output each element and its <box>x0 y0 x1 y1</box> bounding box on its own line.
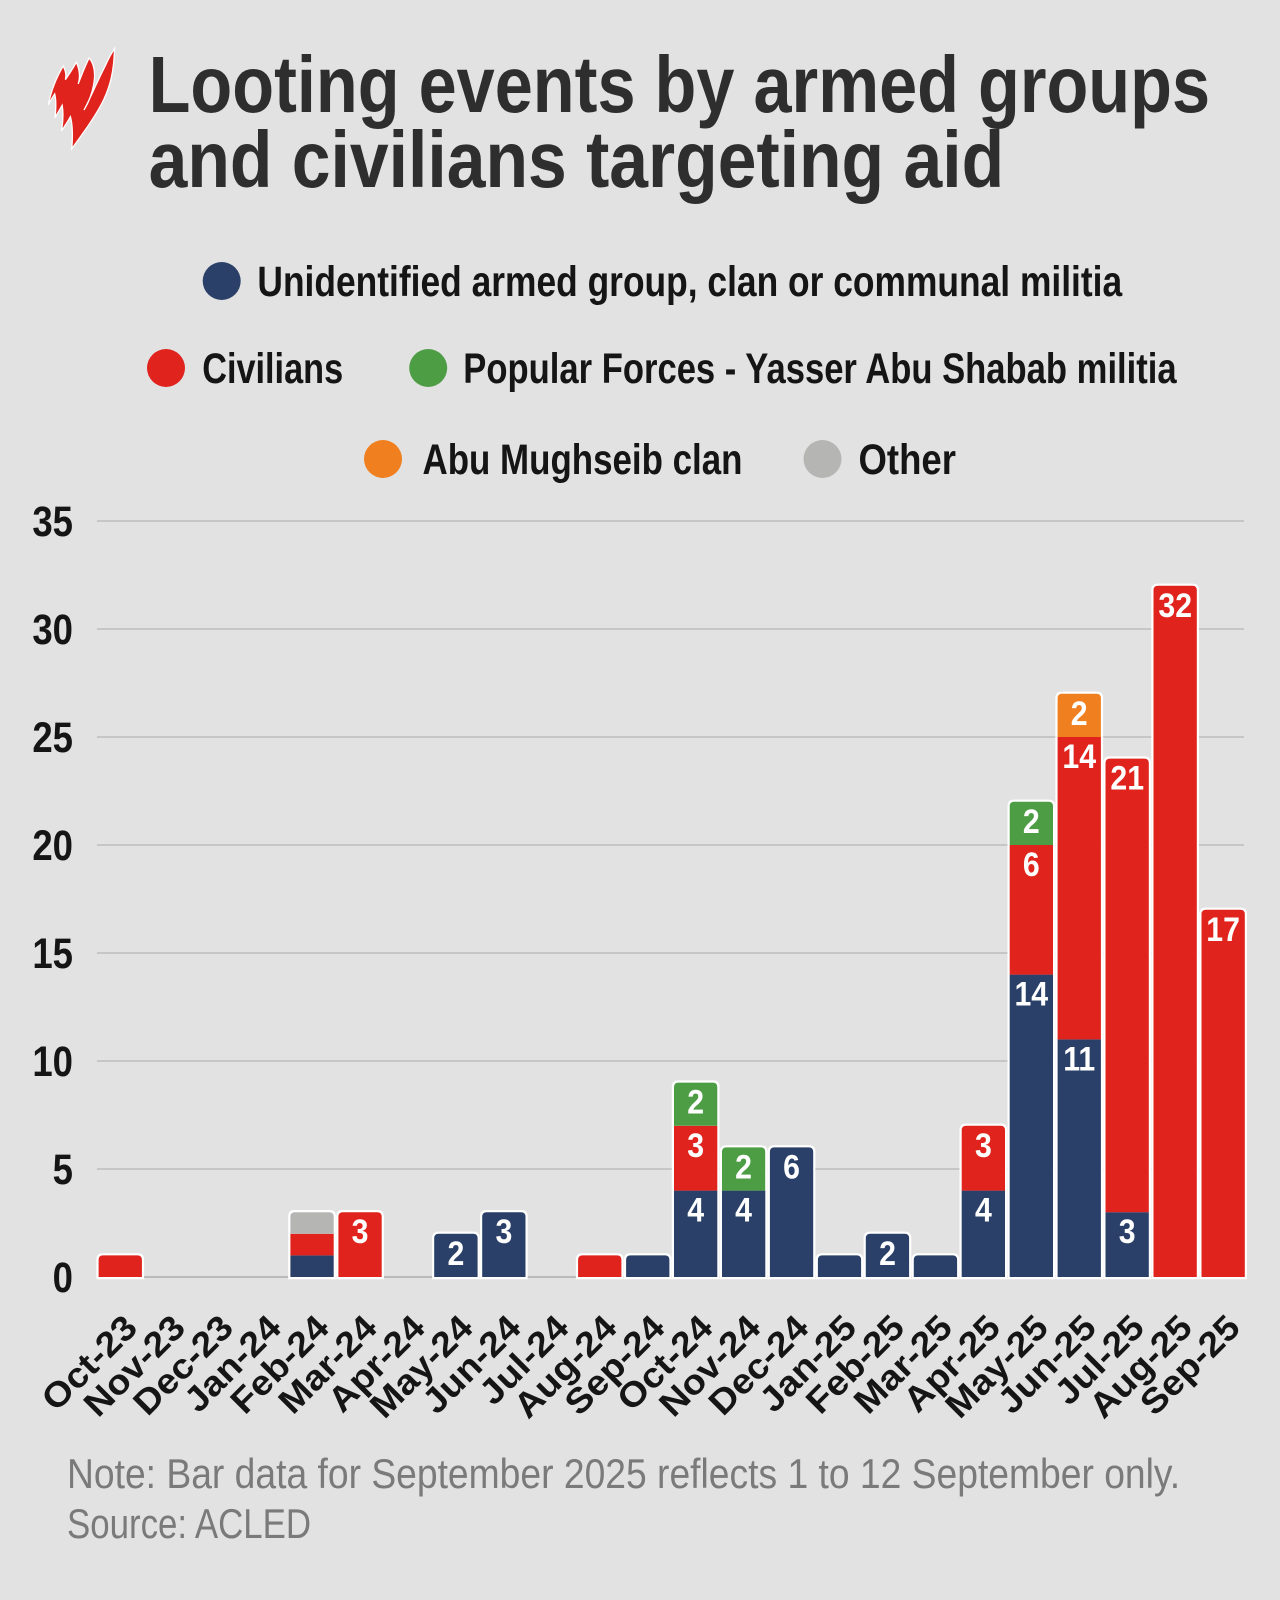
svg-text:2: 2 <box>735 1148 752 1186</box>
svg-text:6: 6 <box>783 1148 800 1186</box>
svg-text:Note: Bar data for September 2: Note: Bar data for September 2025 reflec… <box>67 1451 1180 1498</box>
svg-text:Abu Mughseib clan: Abu Mughseib clan <box>423 437 743 484</box>
svg-text:14: 14 <box>1014 975 1048 1013</box>
svg-text:Other: Other <box>859 436 956 483</box>
svg-text:30: 30 <box>32 606 73 653</box>
svg-text:2: 2 <box>687 1083 704 1121</box>
svg-text:Source: ACLED: Source: ACLED <box>67 1501 311 1548</box>
svg-text:3: 3 <box>495 1213 512 1251</box>
svg-text:3: 3 <box>352 1213 369 1251</box>
svg-text:25: 25 <box>32 714 73 761</box>
svg-text:17: 17 <box>1206 910 1240 948</box>
svg-text:Civilians: Civilians <box>202 345 343 393</box>
svg-text:3: 3 <box>1119 1213 1136 1251</box>
svg-text:0: 0 <box>53 1254 73 1301</box>
svg-text:4: 4 <box>975 1191 992 1229</box>
svg-text:3: 3 <box>687 1126 704 1164</box>
svg-text:14: 14 <box>1062 737 1096 775</box>
svg-text:32: 32 <box>1158 586 1192 624</box>
svg-text:21: 21 <box>1110 759 1144 797</box>
svg-text:and civilians targeting aid: and civilians targeting aid <box>149 114 1005 204</box>
svg-text:Looting events by armed groups: Looting events by armed groups <box>149 40 1210 129</box>
svg-text:4: 4 <box>735 1191 752 1229</box>
svg-text:3: 3 <box>975 1126 992 1164</box>
svg-text:Popular Forces - Yasser Abu Sh: Popular Forces - Yasser Abu Shabab milit… <box>463 346 1177 393</box>
svg-text:15: 15 <box>32 930 73 977</box>
svg-text:20: 20 <box>32 822 73 869</box>
svg-text:2: 2 <box>1023 802 1040 840</box>
svg-text:5: 5 <box>53 1146 73 1193</box>
svg-text:4: 4 <box>687 1191 704 1229</box>
svg-text:6: 6 <box>1023 845 1040 883</box>
svg-text:2: 2 <box>447 1234 464 1272</box>
svg-text:2: 2 <box>879 1234 896 1272</box>
svg-text:10: 10 <box>32 1038 73 1085</box>
svg-text:35: 35 <box>32 498 73 545</box>
svg-text:11: 11 <box>1063 1040 1095 1078</box>
svg-text:2: 2 <box>1071 694 1088 732</box>
svg-text:Unidentified armed group, clan: Unidentified armed group, clan or commun… <box>257 258 1123 306</box>
